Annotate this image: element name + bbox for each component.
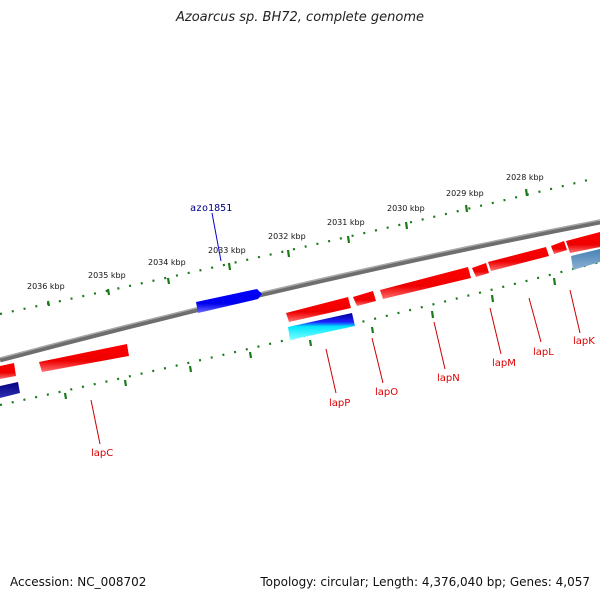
tick-label-2032: 2032 kbp xyxy=(268,232,306,241)
gene-leader-lines xyxy=(90,289,581,445)
gene-label-lapN[interactable]: lapN xyxy=(437,373,460,384)
gene-label-azo1851[interactable]: azo1851 xyxy=(190,203,232,214)
gene-lapL[interactable] xyxy=(488,247,549,271)
gene-lapP[interactable] xyxy=(286,297,351,322)
accession-text: Accession: NC_008702 xyxy=(10,575,147,589)
tick-label-2035: 2035 kbp xyxy=(88,271,126,280)
genome-summary-text: Topology: circular; Length: 4,376,040 bp… xyxy=(260,575,590,589)
reverse-genes xyxy=(0,249,600,398)
gene-lapM[interactable] xyxy=(472,263,489,277)
tick-label-2034: 2034 kbp xyxy=(148,258,186,267)
gene-label-lapL[interactable]: lapL xyxy=(533,347,554,358)
major-tick xyxy=(227,262,232,271)
gene-steel[interactable] xyxy=(571,249,600,270)
tick-label-2029: 2029 kbp xyxy=(446,189,484,198)
major-tick xyxy=(524,188,529,197)
gene-label-lapM[interactable]: lapM xyxy=(492,358,516,369)
major-tick xyxy=(404,221,409,230)
genome-backbone-highlight xyxy=(0,219,600,359)
outer-scale-ruler xyxy=(0,178,589,316)
gene-left-red[interactable] xyxy=(0,363,16,379)
major-tick xyxy=(248,351,253,359)
tick-label-2030: 2030 kbp xyxy=(387,204,425,213)
gene-small-1[interactable] xyxy=(551,241,567,254)
major-tick xyxy=(370,326,375,334)
major-tick xyxy=(46,300,51,307)
major-tick xyxy=(106,288,111,296)
major-tick xyxy=(430,310,435,319)
gene-label-lapP[interactable]: lapP xyxy=(329,398,350,409)
gene-lapN[interactable] xyxy=(380,267,471,299)
tick-label-2028: 2028 kbp xyxy=(506,173,544,182)
major-tick xyxy=(63,392,68,400)
major-tick xyxy=(188,365,193,373)
major-tick xyxy=(464,204,469,213)
outer-major-ticks xyxy=(46,188,529,307)
major-tick xyxy=(308,339,313,347)
inner-major-ticks xyxy=(63,277,557,400)
major-tick xyxy=(552,277,557,286)
major-tick xyxy=(286,249,291,258)
scale-labels: 2028 kbp 2029 kbp 2030 kbp 2031 kbp 2032… xyxy=(27,173,544,291)
gene-azo1851[interactable] xyxy=(196,289,262,313)
gene-label-lapC[interactable]: lapC xyxy=(91,448,113,459)
major-tick xyxy=(123,379,128,387)
tick-label-2036: 2036 kbp xyxy=(27,282,65,291)
gene-label-lapK[interactable]: lapK xyxy=(573,336,595,347)
gene-labels: lapK lapL lapM lapN lapO lapP lapC xyxy=(91,336,595,459)
map-title: Azoarcus sp. BH72, complete genome xyxy=(175,10,425,25)
tick-label-2033: 2033 kbp xyxy=(208,246,246,255)
gene-label-lapO[interactable]: lapO xyxy=(375,387,398,398)
tick-label-2031: 2031 kbp xyxy=(327,218,365,227)
forward-genes xyxy=(0,232,600,379)
genome-backbone xyxy=(0,219,600,363)
gene-lapC[interactable] xyxy=(39,344,129,372)
major-tick xyxy=(166,277,171,285)
major-tick xyxy=(490,294,495,303)
gene-lapO[interactable] xyxy=(353,291,376,306)
major-tick xyxy=(346,235,351,244)
gene-tri-color[interactable] xyxy=(288,313,355,340)
azo1851-leader xyxy=(211,212,222,262)
gene-left-navy[interactable] xyxy=(0,382,20,398)
gene-lapK[interactable] xyxy=(566,232,600,253)
